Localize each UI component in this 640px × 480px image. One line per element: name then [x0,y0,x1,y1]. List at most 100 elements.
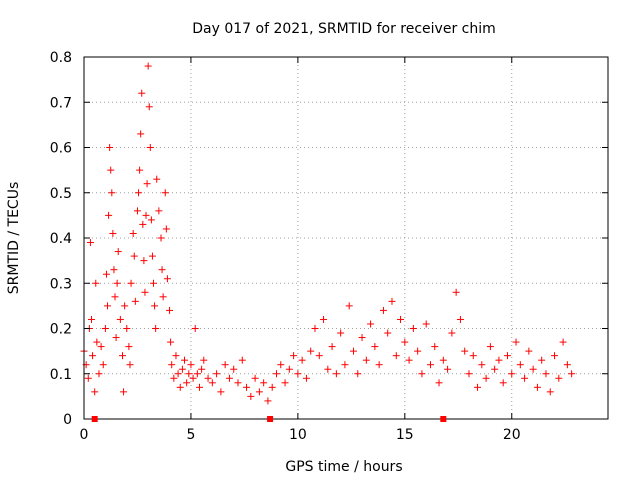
data-point [512,338,520,346]
data-point [426,361,434,369]
data-point [332,370,340,378]
data-point [328,343,336,351]
data-point [151,302,159,310]
data-point [294,370,302,378]
data-point [384,329,392,337]
data-point [193,370,201,378]
data-point [195,383,203,391]
data-point [120,388,128,396]
data-point [137,130,145,138]
data-point [213,370,221,378]
data-point [392,352,400,360]
data-point [152,325,160,332]
data-point [461,347,469,355]
data-point [153,175,161,183]
x-tick-label: 0 [80,427,89,443]
data-point [320,315,328,323]
data-point [136,166,144,174]
data-point [315,352,323,360]
data-point [99,361,107,369]
data-point [101,325,109,332]
data-point [397,315,405,323]
data-point [161,189,169,197]
data-point [379,306,387,314]
data-point [563,361,571,369]
y-tick-label: 0.6 [50,141,72,157]
data-point [84,374,92,382]
y-tick-label: 0.7 [50,95,72,111]
data-point [208,379,216,387]
data-point [324,365,332,373]
data-point [145,103,153,111]
data-point [87,315,95,323]
data-point [401,338,409,346]
data-point [183,379,191,387]
data-point [277,361,285,369]
data-point [167,338,175,346]
data-point [542,370,550,378]
data-point [113,279,121,287]
data-point [141,288,149,296]
data-point [93,338,101,346]
y-tick-label: 0.8 [50,50,72,66]
data-point [435,379,443,387]
data-point [89,352,97,360]
data-point [465,370,473,378]
data-point [388,297,396,305]
data-point [126,361,134,369]
data-point [95,370,103,378]
x-tick-label: 10 [289,427,307,443]
data-point [109,229,117,237]
data-point [116,315,124,323]
data-point [198,365,206,373]
chart-title: Day 017 of 2021, SRMTID for receiver chi… [192,21,496,37]
y-tick-label: 0.1 [50,367,72,383]
data-point [133,207,141,215]
y-axis-label: SRMTID / TECUs [6,182,22,295]
data-point [189,374,197,382]
data-point [92,279,100,287]
data-point [129,229,137,237]
data-point [298,356,306,364]
data-point [272,370,280,378]
data-points [80,62,576,405]
data-point [499,379,507,387]
data-point [114,248,122,256]
data-point [163,275,171,283]
data-point [469,352,477,360]
data-point [148,252,156,260]
data-point [474,383,482,391]
data-point [150,279,158,287]
data-point [448,329,456,337]
data-point [187,361,195,369]
data-point [533,383,541,391]
data-point [200,356,208,364]
data-point [118,352,126,360]
data-point [375,361,383,369]
data-point [140,257,148,265]
data-point [482,374,490,382]
data-point [525,347,533,355]
data-point [243,383,251,391]
y-tick-label: 0.5 [50,186,72,202]
data-point [546,388,554,396]
data-point [551,352,559,360]
data-point [362,356,370,364]
data-point [121,302,129,310]
xaxis-marker [440,416,447,422]
xaxis-marker [267,416,274,422]
data-point [168,361,176,369]
data-point [508,370,516,378]
data-point [174,370,182,378]
data-point [107,166,115,174]
y-tick-label: 0.2 [50,322,72,338]
data-point [516,361,524,369]
data-point [409,325,417,332]
data-point [131,297,139,305]
data-point [456,315,464,323]
data-point [555,374,563,382]
data-point [181,356,189,364]
data-point [104,302,112,310]
data-point [491,365,499,373]
data-point [146,144,154,151]
